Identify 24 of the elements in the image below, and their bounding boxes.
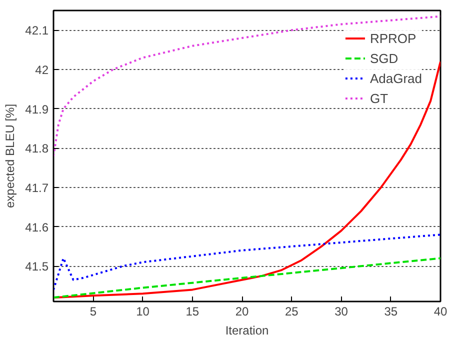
- y-tick-label: 41.7: [25, 180, 49, 195]
- x-tick-label: 15: [186, 304, 200, 318]
- line-series: [54, 234, 440, 291]
- x-tick-label: 30: [334, 304, 348, 318]
- y-tick-label: 41.8: [25, 142, 49, 156]
- y-tick-label: 42.1: [25, 24, 49, 38]
- line-series: [54, 15, 440, 157]
- legend-label: SGD: [370, 50, 398, 66]
- x-tick-label: 25: [284, 304, 299, 318]
- y-tick-label: 42: [35, 62, 49, 77]
- x-tick-label: 40: [434, 304, 448, 318]
- y-axis-title: expected BLEU [%]: [3, 104, 18, 208]
- legend-label: GT: [370, 90, 390, 106]
- y-tick-label: 41.5: [25, 260, 49, 274]
- x-tick-label: 20: [235, 304, 250, 318]
- y-tick-label: 41.6: [25, 220, 49, 234]
- x-tick-label: 10: [136, 304, 150, 318]
- x-tick-label: 35: [384, 304, 398, 318]
- legend-label: RPROP: [370, 30, 416, 46]
- x-tick-label: 5: [90, 304, 97, 318]
- line-series: [54, 257, 440, 299]
- x-axis-title: Iteration: [225, 324, 269, 338]
- y-tick-label: 41.9: [25, 102, 49, 116]
- legend-label: AdaGrad: [370, 70, 422, 86]
